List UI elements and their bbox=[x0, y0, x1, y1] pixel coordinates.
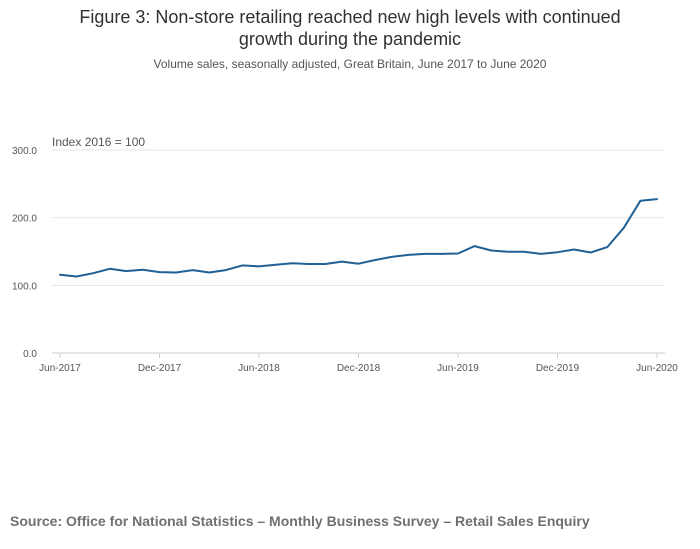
x-tick-label: Dec-2017 bbox=[138, 363, 182, 374]
x-tick-label: Dec-2018 bbox=[337, 363, 381, 374]
y-tick-label: 0.0 bbox=[23, 349, 37, 360]
gridlines bbox=[52, 149, 665, 354]
chart-subtitle: Volume sales, seasonally adjusted, Great… bbox=[153, 57, 547, 71]
chart-title-line-2: growth during the pandemic bbox=[238, 29, 462, 49]
series-layer bbox=[59, 198, 658, 278]
series-line-0 bbox=[59, 198, 658, 278]
source-note: Source: Office for National Statistics –… bbox=[10, 513, 590, 529]
y-axis-label: Index 2016 = 100 bbox=[52, 135, 145, 149]
y-tick-label: 300.0 bbox=[12, 146, 37, 157]
y-tick-label: 100.0 bbox=[12, 281, 37, 292]
chart-title-line-1: Figure 3: Non-store retailing reached ne… bbox=[79, 7, 621, 27]
y-axis-ticks: 0.0 100.0 200.0 300.0 bbox=[12, 146, 37, 360]
x-tick-label: Jun-2018 bbox=[238, 363, 280, 374]
chart-title: Figure 3: Non-store retailing reached ne… bbox=[0, 6, 700, 50]
x-axis-ticks: Jun-2017 Dec-2017 Jun-2018 Dec-2018 Jun-2019… bbox=[39, 353, 678, 374]
x-tick-label: Jun-2020 bbox=[636, 363, 678, 374]
x-tick-label: Jun-2019 bbox=[437, 363, 479, 374]
y-tick-label: 200.0 bbox=[12, 214, 37, 225]
x-tick-label: Jun-2017 bbox=[39, 363, 81, 374]
x-tick-label: Dec-2019 bbox=[536, 363, 580, 374]
